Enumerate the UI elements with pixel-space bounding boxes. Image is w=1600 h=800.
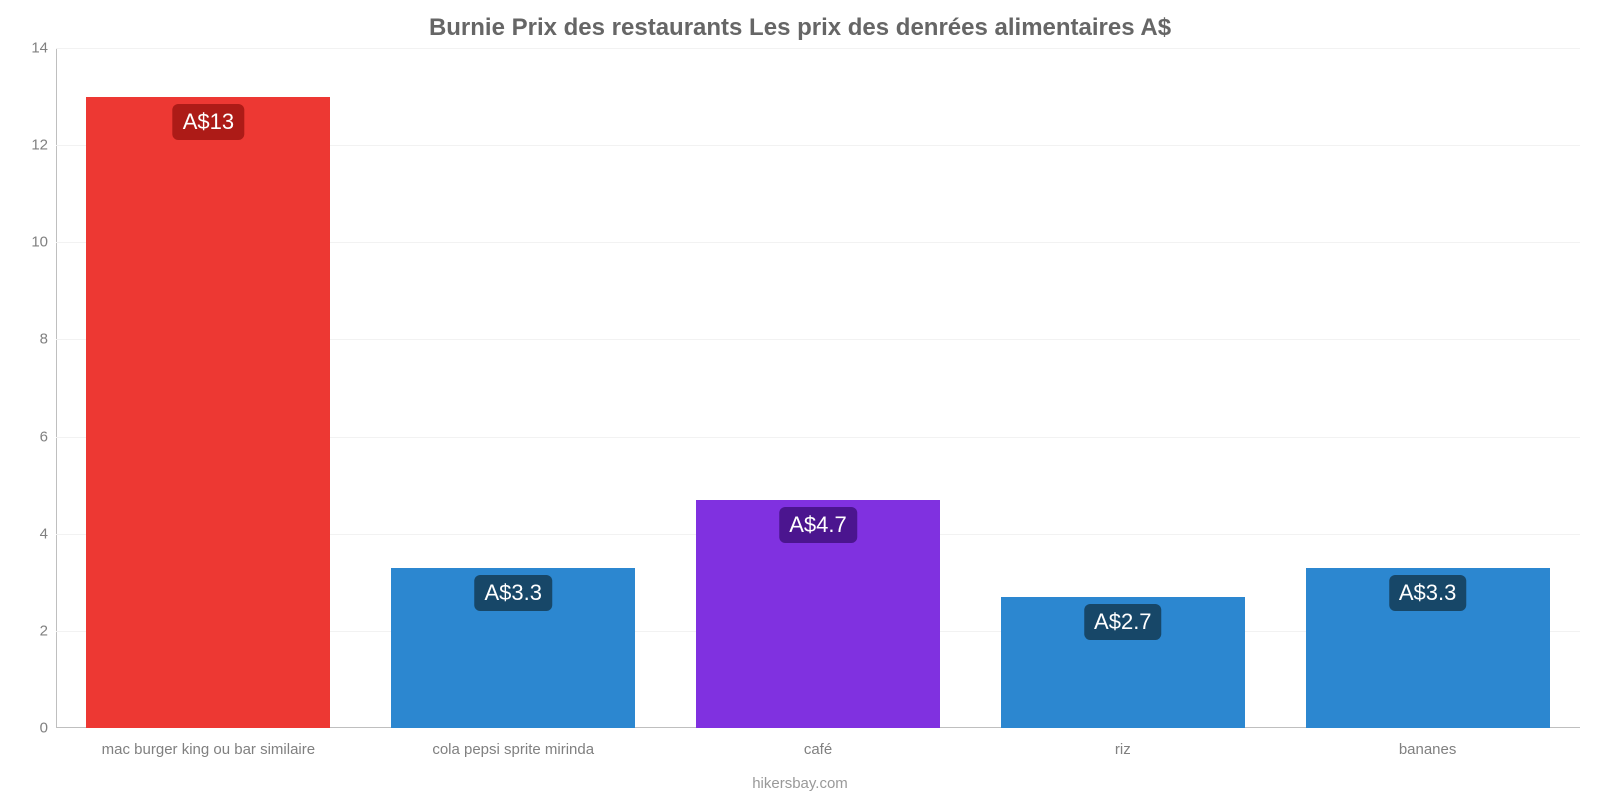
y-tick-label: 12: [16, 137, 48, 154]
chart-title: Burnie Prix des restaurants Les prix des…: [0, 14, 1600, 42]
bar-value-label: A$3.3: [474, 575, 552, 611]
chart-container: Burnie Prix des restaurants Les prix des…: [0, 0, 1600, 800]
watermark: hikersbay.com: [0, 775, 1600, 792]
plot-area: 02468101214A$13mac burger king ou bar si…: [56, 48, 1580, 728]
bar-value-label: A$2.7: [1084, 604, 1162, 640]
x-tick-label: café: [804, 741, 832, 758]
gridline: [56, 48, 1580, 49]
y-axis-line: [56, 48, 57, 728]
y-tick-label: 0: [16, 720, 48, 737]
y-tick-label: 6: [16, 428, 48, 445]
bar-value-label: A$13: [173, 104, 244, 140]
y-tick-label: 8: [16, 331, 48, 348]
x-tick-label: bananes: [1399, 741, 1457, 758]
x-tick-label: cola pepsi sprite mirinda: [432, 741, 594, 758]
x-tick-label: riz: [1115, 741, 1131, 758]
y-tick-label: 2: [16, 622, 48, 639]
y-tick-label: 4: [16, 525, 48, 542]
bar: [86, 97, 330, 728]
x-tick-label: mac burger king ou bar similaire: [102, 741, 315, 758]
y-tick-label: 10: [16, 234, 48, 251]
bar-value-label: A$3.3: [1389, 575, 1467, 611]
y-tick-label: 14: [16, 40, 48, 57]
bar-value-label: A$4.7: [779, 507, 857, 543]
